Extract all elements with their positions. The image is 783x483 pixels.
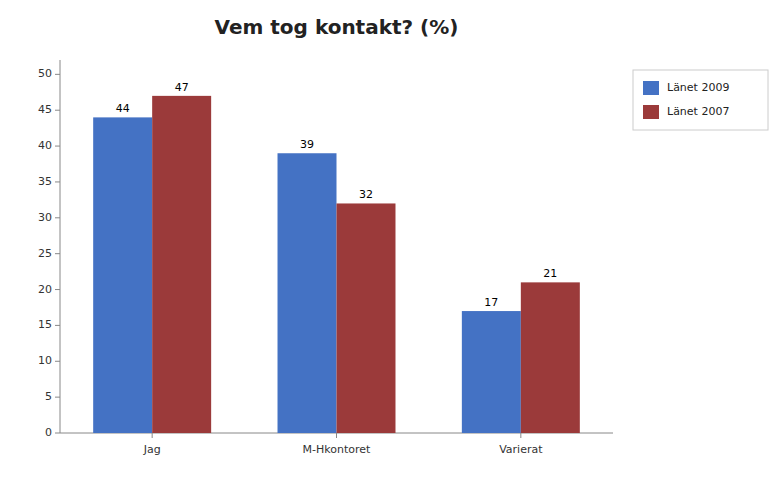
y-tick	[55, 253, 60, 254]
y-tick-label: 30	[38, 211, 52, 224]
bar	[152, 96, 211, 433]
chart-svg: Vem tog kontakt? (%) 0 5 10 15 20 25 30 35 40 45 50…	[0, 0, 783, 483]
bar	[462, 311, 521, 433]
x-tick-label: Jag	[143, 443, 161, 456]
bar	[337, 203, 396, 433]
y-tick-label: 35	[38, 175, 52, 188]
y-tick-label: 45	[38, 103, 52, 116]
x-tick	[336, 433, 337, 438]
y-tick-label: 0	[45, 426, 52, 439]
y-tick	[55, 325, 60, 326]
data-label: 47	[175, 81, 189, 94]
bars	[93, 96, 580, 433]
x-tick	[520, 433, 521, 438]
title: Vem tog kontakt? (%)	[215, 15, 459, 39]
y-tick	[55, 433, 60, 434]
y-tick-label: 50	[38, 67, 52, 80]
y-tick	[55, 181, 60, 182]
y-tick	[55, 110, 60, 111]
legend: Länet 2009 Länet 2007	[633, 70, 768, 130]
bar	[521, 282, 580, 433]
y-tick	[55, 397, 60, 398]
legend-label: Länet 2009	[667, 81, 729, 94]
y-tick	[55, 361, 60, 362]
data-labels: 44 39 17 47 32 21	[116, 81, 558, 309]
x-axis: Jag M-Hkontoret Varierat	[60, 433, 613, 456]
bar	[278, 153, 337, 433]
legend-swatch	[643, 81, 659, 95]
data-label: 44	[116, 102, 130, 115]
x-tick-label: M-Hkontoret	[303, 443, 372, 456]
y-axis: 0 5 10 15 20 25 30 35 40 45 50	[38, 60, 60, 439]
y-tick	[55, 289, 60, 290]
y-tick	[55, 217, 60, 218]
y-tick-label: 15	[38, 318, 52, 331]
legend-label: Länet 2007	[667, 105, 729, 118]
legend-box	[633, 70, 768, 130]
y-tick-label: 20	[38, 283, 52, 296]
data-label: 21	[543, 267, 557, 280]
y-tick-label: 25	[38, 247, 52, 260]
y-tick	[55, 74, 60, 75]
x-tick-label: Varierat	[499, 443, 543, 456]
chart-container: Vem tog kontakt? (%) 0 5 10 15 20 25 30 35 40 45 50…	[0, 0, 783, 483]
data-label: 32	[359, 188, 373, 201]
y-tick	[55, 146, 60, 147]
legend-swatch	[643, 105, 659, 119]
bar	[93, 117, 152, 433]
y-tick-label: 5	[45, 390, 52, 403]
y-tick-label: 10	[38, 354, 52, 367]
y-axis-line	[60, 60, 61, 433]
data-label: 39	[300, 138, 314, 151]
data-label: 17	[484, 296, 498, 309]
y-tick-label: 40	[38, 139, 52, 152]
x-tick	[152, 433, 153, 438]
